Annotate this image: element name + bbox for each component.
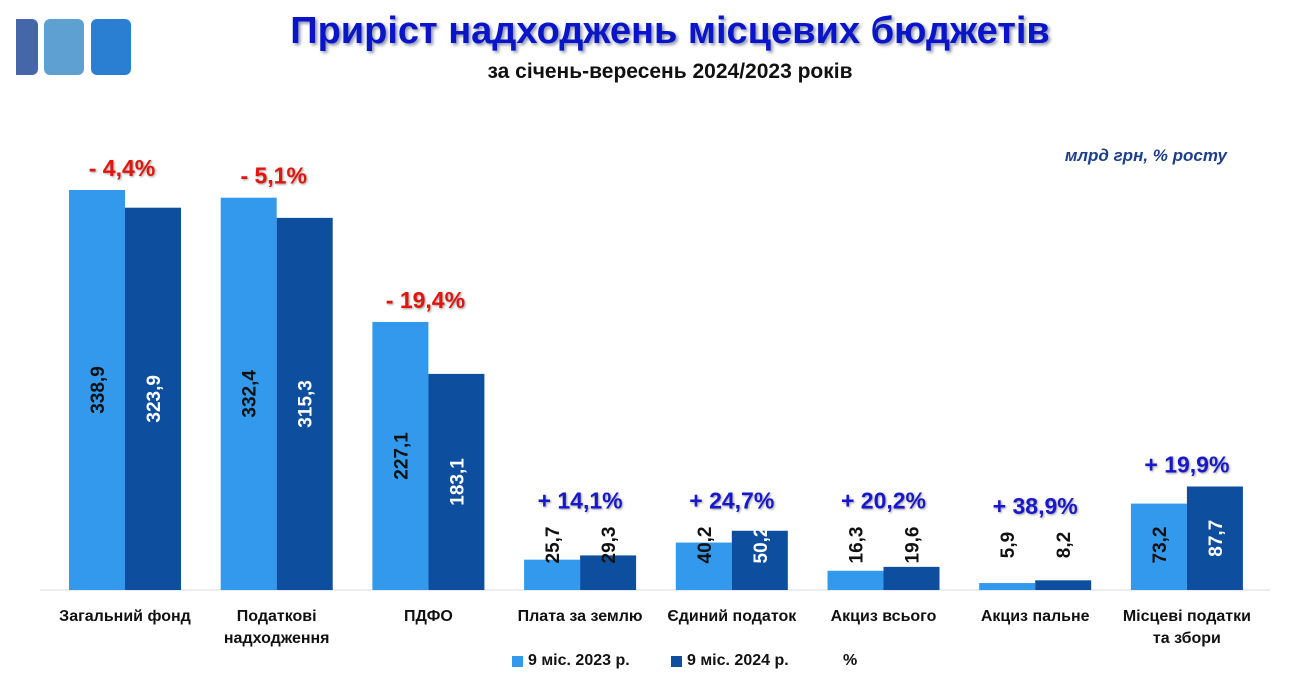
category-label: Єдиний податок — [667, 608, 797, 625]
bar — [580, 555, 637, 590]
bar — [979, 583, 1036, 590]
value-label: 315,3 — [296, 380, 317, 428]
growth-label: + 14,1% — [538, 488, 623, 514]
bar — [1186, 486, 1243, 590]
page-title: Приріст надходжень місцевих бюджетів — [290, 10, 1050, 52]
legend-label: 9 міс. 2024 р. — [687, 652, 789, 669]
bar — [1130, 503, 1187, 590]
bar — [731, 530, 788, 590]
growth-label: + 20,2% — [841, 488, 926, 514]
legend-item-percent: % — [843, 652, 857, 670]
growth-label: + 19,9% — [1144, 451, 1229, 477]
bar — [276, 217, 333, 590]
value-label: 19,6 — [903, 527, 924, 564]
growth-label: - 4,4% — [89, 155, 155, 181]
value-label: 29,3 — [599, 527, 620, 564]
value-label: 323,9 — [144, 375, 165, 423]
legend-label: 9 міс. 2023 р. — [528, 652, 630, 669]
value-label: 8,2 — [1054, 532, 1075, 558]
value-label: 25,7 — [543, 527, 564, 564]
bar — [1035, 580, 1092, 590]
value-label: 73,2 — [1150, 527, 1171, 564]
legend-label: % — [843, 652, 858, 669]
growth-label: - 19,4% — [386, 287, 465, 313]
value-label: 16,3 — [847, 527, 868, 564]
category-label: Загальний фонд — [59, 608, 191, 625]
value-label: 332,4 — [240, 370, 261, 418]
bar — [69, 190, 125, 590]
category-label: ПДФО — [404, 608, 453, 625]
bar — [372, 321, 429, 590]
growth-label: + 38,9% — [993, 493, 1078, 519]
logo-block-icon — [16, 19, 38, 75]
category-label: та збори — [1153, 630, 1221, 647]
value-label: 338,9 — [88, 366, 109, 414]
category-label: Акциз пальне — [981, 608, 1090, 625]
value-label: 183,1 — [447, 458, 468, 506]
growth-label: - 5,1% — [240, 163, 306, 189]
bar — [220, 197, 277, 590]
value-label: 40,2 — [695, 527, 716, 564]
bar — [125, 207, 181, 590]
category-label: Податкові — [237, 608, 317, 625]
legend-item-2023: 9 міс. 2023 р. — [512, 652, 630, 670]
value-label: 227,1 — [391, 432, 412, 480]
legend-item-2024: 9 міс. 2024 р. — [671, 652, 789, 670]
logo-block-icon — [44, 19, 84, 75]
value-label: 50,2 — [751, 527, 772, 564]
bar — [827, 570, 884, 590]
growth-label: + 24,7% — [689, 488, 774, 514]
category-label: Акциз всього — [831, 608, 937, 625]
bar — [428, 373, 485, 590]
logo-block-icon — [91, 19, 131, 75]
bar — [675, 542, 732, 590]
category-label: Місцеві податки — [1123, 608, 1251, 625]
category-label: Плата за землю — [518, 608, 643, 625]
legend-swatch — [671, 655, 682, 667]
page-subtitle: за січень-вересень 2024/2023 років — [487, 60, 853, 83]
category-label: надходження — [224, 630, 330, 647]
value-label: 87,7 — [1206, 520, 1227, 557]
bar — [524, 559, 581, 590]
bar — [883, 566, 940, 590]
units-label: млрд грн, % росту — [1064, 146, 1227, 165]
legend-swatch — [512, 655, 523, 667]
value-label: 5,9 — [998, 532, 1019, 558]
